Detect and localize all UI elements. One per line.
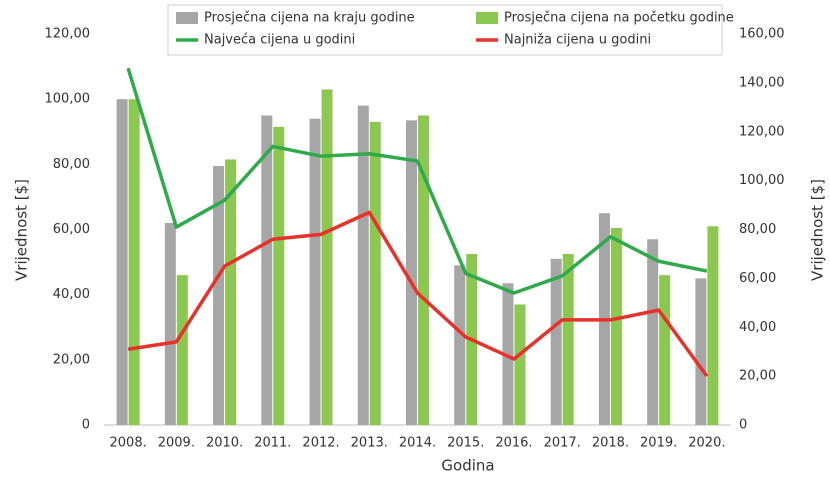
y-tick-label: 60,00 <box>53 222 90 237</box>
bar <box>647 239 659 425</box>
x-tick-label: 2015. <box>447 436 484 451</box>
y2-axis-title: Vrijednost [$] <box>809 179 827 281</box>
bar <box>164 222 176 425</box>
y-tick-label: 0 <box>82 418 90 433</box>
bar <box>406 120 417 426</box>
bar <box>610 227 622 425</box>
bar <box>128 99 140 426</box>
y2-tick-label: 160,00 <box>739 27 785 42</box>
y2-tick-label: 20,00 <box>739 369 776 384</box>
x-tick-label: 2020. <box>688 436 725 451</box>
x-tick-label: 2009. <box>158 436 195 451</box>
bar <box>707 226 719 425</box>
legend-label: Najniža cijena u godini <box>504 33 651 48</box>
y2-tick-label: 80,00 <box>739 222 776 237</box>
bar <box>659 275 671 425</box>
y-tick-label: 100,00 <box>45 92 91 107</box>
x-tick-label: 2014. <box>399 436 436 451</box>
y2-tick-label: 60,00 <box>739 271 776 286</box>
bar <box>261 115 273 425</box>
legend-label: Prosječna cijena na kraju godine <box>204 11 415 26</box>
y2-tick-label: 0 <box>739 418 747 433</box>
x-tick-label: 2013. <box>351 436 388 451</box>
y-tick-label: 80,00 <box>53 157 90 172</box>
bar <box>369 121 381 425</box>
bar <box>454 265 466 425</box>
legend-swatch <box>476 12 498 24</box>
y-tick-label: 40,00 <box>53 287 90 302</box>
bar <box>225 159 237 425</box>
x-axis-title: Godina <box>441 457 494 475</box>
bar <box>213 165 225 425</box>
x-tick-label: 2011. <box>254 436 291 451</box>
x-tick-label: 2008. <box>110 436 147 451</box>
y-tick-label: 20,00 <box>53 352 90 367</box>
y2-tick-label: 140,00 <box>739 75 785 90</box>
line-series <box>126 67 708 295</box>
y2-tick-label: 100,00 <box>739 173 785 188</box>
bar <box>502 283 514 425</box>
legend-label: Najveća cijena u godini <box>204 33 355 48</box>
bar <box>514 304 526 425</box>
bar <box>321 89 333 426</box>
bar <box>695 278 707 425</box>
x-tick-label: 2018. <box>592 436 629 451</box>
x-tick-label: 2012. <box>302 436 339 451</box>
bar <box>176 275 188 425</box>
y2-tick-label: 40,00 <box>739 320 776 335</box>
bar <box>116 99 128 426</box>
legend-label: Prosječna cijena na početku godine <box>504 11 734 26</box>
legend-swatch <box>176 12 198 24</box>
bar <box>309 118 321 425</box>
bar <box>273 126 285 426</box>
y-axis-title: Vrijednost [$] <box>13 179 31 281</box>
line-series <box>127 210 709 378</box>
bar <box>562 253 574 425</box>
x-tick-label: 2010. <box>206 436 243 451</box>
y2-tick-label: 120,00 <box>739 124 785 139</box>
x-tick-label: 2019. <box>640 436 677 451</box>
y-tick-label: 120,00 <box>45 27 91 42</box>
x-tick-label: 2016. <box>495 436 532 451</box>
bar <box>418 115 429 425</box>
legend-box <box>167 4 723 56</box>
x-tick-label: 2017. <box>544 436 581 451</box>
bar <box>357 105 369 425</box>
bar <box>550 258 562 425</box>
